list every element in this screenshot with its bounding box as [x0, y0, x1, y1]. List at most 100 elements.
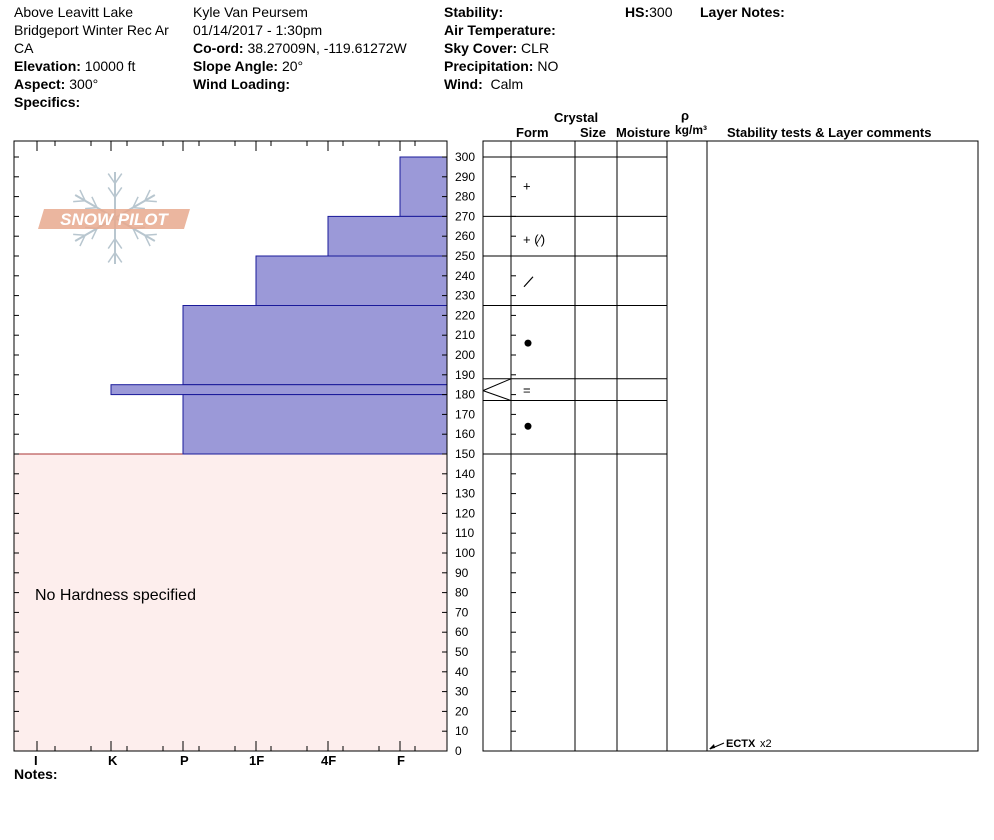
- y-tick-label-170: 170: [455, 407, 475, 421]
- sky-cover: Sky Cover: CLR: [444, 39, 549, 57]
- moisture-header: Moisture: [616, 125, 671, 140]
- y-tick-label-160: 160: [455, 427, 475, 441]
- y-tick-label-90: 90: [455, 566, 469, 580]
- observation-datetime: 01/14/2017 - 1:30pm: [193, 22, 323, 38]
- y-tick-label-150: 150: [455, 447, 475, 461]
- y-tick-label-260: 260: [455, 229, 475, 243]
- crystal-form-2: [523, 276, 534, 288]
- snowflake-branch: [79, 234, 86, 247]
- y-tick-label-100: 100: [455, 546, 475, 560]
- hardness-axis-label-K: K: [108, 753, 118, 768]
- density-unit-header: kg/m³: [675, 123, 708, 137]
- snowflake-branch: [132, 206, 145, 210]
- y-tick-label-190: 190: [455, 368, 475, 382]
- wind-loading-label: Wind Loading:: [193, 76, 291, 92]
- hardness-bar-2: [255, 255, 448, 306]
- y-tick-label-40: 40: [455, 665, 469, 679]
- observer-name: Kyle Van Peursem: [193, 4, 308, 20]
- snow-height: HS:300: [625, 3, 672, 21]
- hardness-axis-label-1F: 1F: [249, 753, 265, 768]
- boundary-connector-lower: [482, 390, 512, 402]
- snowflake-branch: [132, 228, 139, 240]
- snowflake-branch: [107, 186, 116, 198]
- crystal-form-0: +: [523, 179, 531, 194]
- hardness-axis-label-F: F: [397, 753, 405, 768]
- slope-value: 20°: [281, 58, 304, 74]
- hardness-bar-0: [399, 156, 448, 217]
- snowflake-branch: [114, 186, 123, 198]
- snowflake-branch: [107, 238, 116, 250]
- y-tick-label-120: 120: [455, 506, 475, 520]
- slope-label: Slope Angle:: [193, 58, 279, 74]
- y-tick-label-250: 250: [455, 249, 475, 263]
- hs-label: HS:: [625, 4, 650, 20]
- logo-banner: [38, 209, 190, 229]
- y-tick-label-210: 210: [455, 328, 475, 342]
- y-tick-label-70: 70: [455, 605, 469, 619]
- location-line1: Above Leavitt Lake: [14, 4, 134, 20]
- y-tick-label-240: 240: [455, 269, 475, 283]
- y-tick-label-230: 230: [455, 289, 475, 303]
- layer-table-frame: [482, 140, 979, 752]
- snowflake-branch: [144, 200, 157, 203]
- stability-test-arrowhead: [709, 744, 715, 749]
- y-tick-label-220: 220: [455, 308, 475, 322]
- aspect-label: Aspect:: [14, 76, 66, 92]
- hardness-axis-label-P: P: [180, 753, 189, 768]
- y-tick-label-50: 50: [455, 645, 469, 659]
- precipitation: Precipitation: NO: [444, 57, 558, 75]
- crystal-form-3: [524, 339, 532, 347]
- wind-label: Wind:: [444, 76, 483, 92]
- hardness-bar-4: [110, 384, 448, 396]
- stability-label: Stability:: [444, 4, 504, 20]
- form-header: Form: [516, 125, 549, 140]
- snowflake-branch: [107, 252, 116, 263]
- snowflake-branch: [144, 233, 157, 236]
- wind-value: Calm: [490, 76, 524, 92]
- sky-label: Sky Cover:: [444, 40, 518, 56]
- hardness-plot-frame: [13, 140, 448, 752]
- snowflake-branch: [73, 200, 86, 203]
- snowflake-branch: [107, 173, 116, 184]
- snowflake-branch: [73, 233, 86, 236]
- elevation-label: Elevation:: [14, 58, 81, 74]
- stability-test-count: x2: [760, 738, 772, 750]
- y-tick-label-30: 30: [455, 685, 469, 699]
- snowflake-branch: [85, 206, 98, 210]
- aspect-value: 300°: [69, 76, 99, 92]
- crystal-header: Crystal: [554, 110, 599, 125]
- snowflake-branch: [91, 196, 98, 208]
- y-tick-label-180: 180: [455, 388, 475, 402]
- size-header: Size: [580, 125, 607, 140]
- no-hardness-region: [13, 453, 448, 752]
- hardness-bar-1: [327, 215, 448, 257]
- snowflake-branch: [114, 173, 123, 184]
- hardness-axis-label-4F: 4F: [321, 753, 337, 768]
- air-temperature-label: Air Temperature:: [444, 22, 556, 38]
- crystal-form-5: [524, 422, 532, 430]
- y-tick-label-130: 130: [455, 487, 475, 501]
- y-tick-label-270: 270: [455, 209, 475, 223]
- crystal-form-4: =: [523, 383, 531, 398]
- location-line3: CA: [14, 40, 34, 56]
- elevation-value: 10000 ft: [84, 58, 136, 74]
- y-tick-label-10: 10: [455, 724, 469, 738]
- y-tick-label-80: 80: [455, 586, 469, 600]
- y-tick-label-0: 0: [455, 744, 462, 758]
- y-tick-label-140: 140: [455, 467, 475, 481]
- snowflake-branch: [144, 234, 151, 247]
- coord-value: 38.27009N, -119.61272W: [247, 40, 407, 56]
- hardness-bar-5: [182, 394, 448, 455]
- snowflake-branch: [91, 228, 98, 240]
- y-tick-label-200: 200: [455, 348, 475, 362]
- hardness-axis-label-I: I: [34, 753, 38, 768]
- notes-label: Notes:: [14, 766, 58, 782]
- hardness-bar-3: [182, 305, 448, 386]
- logo-text: SNOW PILOT: [60, 210, 169, 229]
- stability-test-label: ECTX: [726, 738, 756, 750]
- snowflake-branch: [144, 189, 151, 202]
- sky-value: CLR: [521, 40, 550, 56]
- location-line2: Bridgeport Winter Rec Ar: [14, 22, 169, 38]
- aspect: Aspect: 300°: [14, 75, 98, 93]
